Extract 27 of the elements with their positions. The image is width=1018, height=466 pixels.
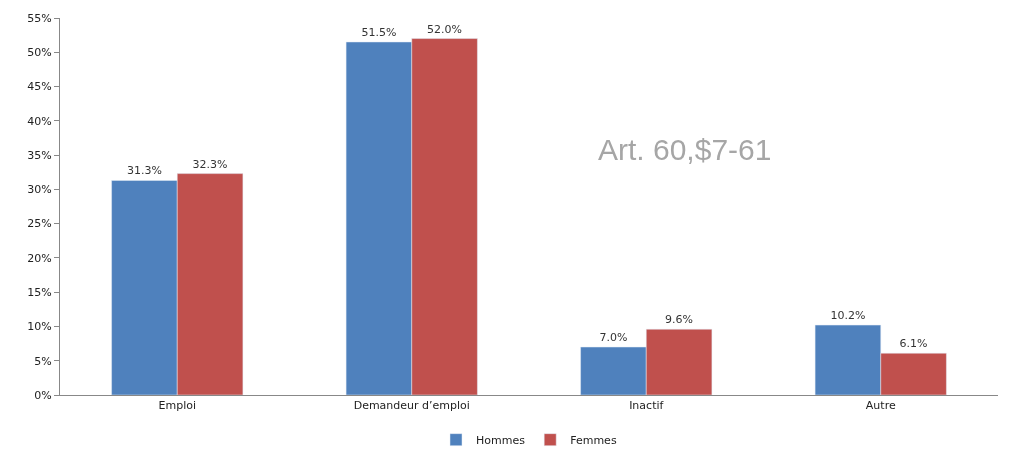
legend-label: Hommes bbox=[476, 433, 526, 447]
y-tick-label: 10% bbox=[27, 320, 52, 334]
y-tick-label: 30% bbox=[27, 183, 52, 197]
data-label: 7.0% bbox=[599, 331, 628, 345]
x-tick-label: Autre bbox=[865, 399, 896, 413]
data-label: 6.1% bbox=[899, 337, 928, 351]
y-tick-label: 50% bbox=[27, 46, 52, 60]
y-tick-label: 20% bbox=[27, 251, 52, 265]
data-label: 32.3% bbox=[192, 157, 228, 171]
y-tick-label: 25% bbox=[27, 217, 52, 231]
x-tick-label: Demandeur d’emploi bbox=[353, 399, 470, 413]
data-label: 10.2% bbox=[830, 309, 866, 323]
data-label: 9.6% bbox=[665, 313, 694, 327]
y-tick-label: 35% bbox=[27, 148, 52, 162]
legend-label: Femmes bbox=[570, 433, 617, 447]
data-label: 31.3% bbox=[126, 164, 162, 178]
x-tick-label: Emploi bbox=[158, 399, 196, 413]
y-tick-label: 45% bbox=[27, 80, 52, 94]
y-tick-label: 15% bbox=[27, 286, 52, 300]
data-label: 51.5% bbox=[361, 25, 397, 39]
x-tick-label: Inactif bbox=[629, 399, 665, 413]
y-tick-label: 55% bbox=[27, 11, 52, 25]
y-tick-label: 5% bbox=[34, 354, 52, 368]
annotation: Art. 60,$7-61 bbox=[598, 133, 772, 166]
y-tick-label: 0% bbox=[34, 388, 52, 402]
data-label: 52.0% bbox=[427, 22, 463, 36]
y-tick-label: 40% bbox=[27, 114, 52, 128]
